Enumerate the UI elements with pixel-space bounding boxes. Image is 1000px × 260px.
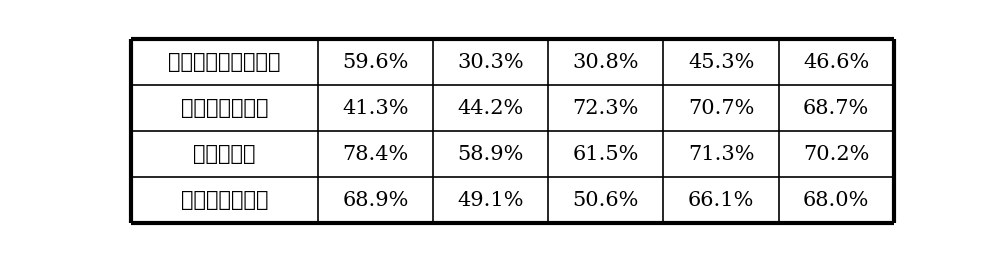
Text: 二氟一氯甲烷选择性: 二氟一氯甲烷选择性 [168,52,281,72]
Text: 50.6%: 50.6% [573,191,639,210]
Text: 71.3%: 71.3% [688,145,754,164]
Text: 68.7%: 68.7% [803,99,869,118]
Text: 72.3%: 72.3% [573,99,639,118]
Text: 70.7%: 70.7% [688,99,754,118]
Text: 41.3%: 41.3% [342,99,409,118]
Text: 30.8%: 30.8% [573,53,639,72]
Text: 46.6%: 46.6% [803,53,869,72]
Text: 66.1%: 66.1% [688,191,754,210]
Text: 三氟甲烷转化率: 三氟甲烷转化率 [181,98,268,118]
Text: 68.0%: 68.0% [803,191,869,210]
Text: 45.3%: 45.3% [688,53,754,72]
Text: 61.5%: 61.5% [573,145,639,164]
Text: 59.6%: 59.6% [342,53,409,72]
Text: 三氯甲烷转化率: 三氯甲烷转化率 [181,190,268,210]
Text: 78.4%: 78.4% [342,145,409,164]
Text: 49.1%: 49.1% [458,191,524,210]
Text: 30.3%: 30.3% [457,53,524,72]
Text: 70.2%: 70.2% [803,145,869,164]
Text: 氯气转化率: 氯气转化率 [193,144,256,164]
Text: 44.2%: 44.2% [458,99,524,118]
Text: 58.9%: 58.9% [458,145,524,164]
Text: 68.9%: 68.9% [342,191,409,210]
